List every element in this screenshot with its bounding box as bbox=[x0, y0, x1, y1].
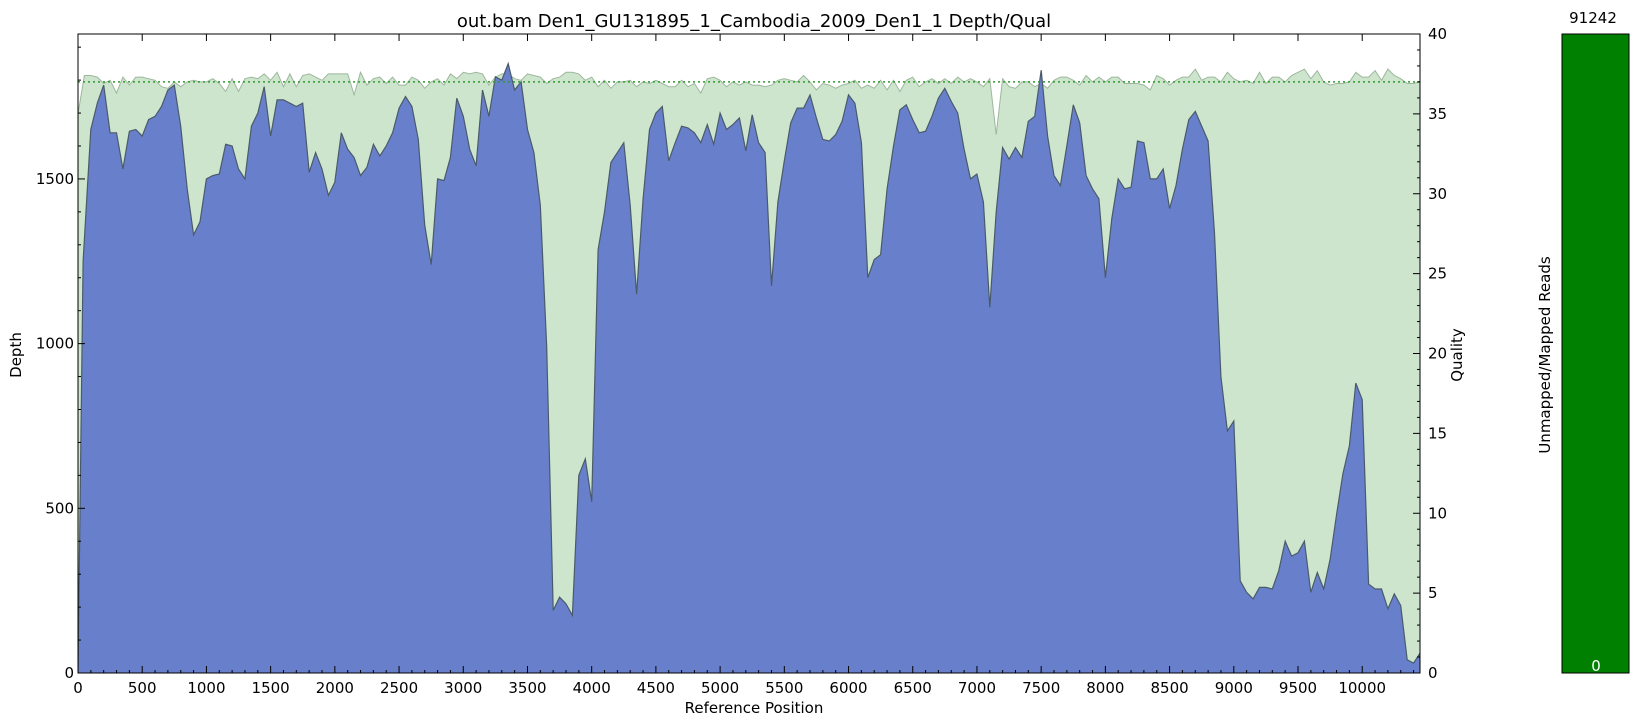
mapped-reads-bar bbox=[1562, 34, 1629, 673]
x-tick-label: 0 bbox=[73, 679, 83, 697]
y2-tick-label: 10 bbox=[1428, 504, 1447, 522]
x-tick-label: 8000 bbox=[1086, 679, 1124, 697]
x-tick-label: 1000 bbox=[187, 679, 225, 697]
y-tick-label: 500 bbox=[45, 499, 74, 517]
x-tick-label: 4500 bbox=[637, 679, 675, 697]
x-tick-label: 5500 bbox=[765, 679, 803, 697]
chart-title: out.bam Den1_GU131895_1_Cambodia_2009_De… bbox=[457, 11, 1051, 32]
mapped-reads-label: 91242 bbox=[1569, 9, 1617, 27]
y2-axis-label: Quality bbox=[1448, 328, 1466, 382]
y2-tick-label: 15 bbox=[1428, 424, 1447, 442]
y2-tick-label: 30 bbox=[1428, 185, 1447, 203]
y2-tick-label: 40 bbox=[1428, 25, 1447, 43]
x-tick-label: 7000 bbox=[958, 679, 996, 697]
x-tick-label: 500 bbox=[128, 679, 157, 697]
x-tick-label: 6500 bbox=[894, 679, 932, 697]
x-tick-label: 10000 bbox=[1338, 679, 1386, 697]
x-tick-label: 7500 bbox=[1022, 679, 1060, 697]
x-tick-label: 4000 bbox=[573, 679, 611, 697]
x-tick-label: 8500 bbox=[1150, 679, 1188, 697]
x-tick-label: 2500 bbox=[380, 679, 418, 697]
unmapped-reads-label: 0 bbox=[1591, 657, 1601, 675]
x-tick-label: 3000 bbox=[444, 679, 482, 697]
x-axis-label: Reference Position bbox=[685, 699, 824, 717]
y-tick-label: 1500 bbox=[36, 170, 74, 188]
y2-tick-label: 35 bbox=[1428, 105, 1447, 123]
y2-tick-label: 0 bbox=[1428, 664, 1438, 682]
plot-area bbox=[78, 64, 1420, 673]
unmapped-mapped-panel bbox=[1562, 34, 1629, 673]
x-tick-label: 9000 bbox=[1215, 679, 1253, 697]
y-axis-label: Depth bbox=[7, 332, 25, 378]
reads-axis-label: Unmapped/Mapped Reads bbox=[1536, 256, 1554, 454]
x-tick-label: 3500 bbox=[508, 679, 546, 697]
x-tick-label: 5000 bbox=[701, 679, 739, 697]
y2-tick-label: 5 bbox=[1428, 584, 1438, 602]
x-tick-label: 1500 bbox=[252, 679, 290, 697]
y2-tick-label: 25 bbox=[1428, 265, 1447, 283]
x-tick-label: 2000 bbox=[316, 679, 354, 697]
y2-tick-label: 20 bbox=[1428, 345, 1447, 363]
y-tick-label: 0 bbox=[64, 664, 74, 682]
x-tick-label: 6000 bbox=[829, 679, 867, 697]
y-tick-label: 1000 bbox=[36, 335, 74, 353]
x-tick-label: 9500 bbox=[1279, 679, 1317, 697]
